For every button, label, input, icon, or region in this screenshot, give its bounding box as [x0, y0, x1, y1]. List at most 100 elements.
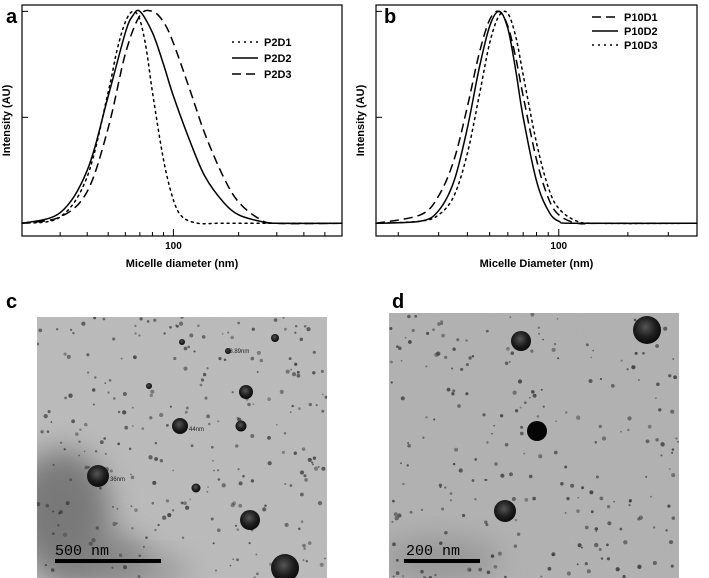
small-particle	[183, 346, 188, 351]
small-particle	[672, 358, 675, 360]
small-particle	[180, 317, 184, 319]
small-particle	[660, 454, 663, 457]
small-particle	[255, 553, 258, 556]
small-particle	[242, 474, 245, 478]
small-particle	[294, 331, 297, 334]
small-particle	[308, 402, 312, 407]
small-particle	[64, 396, 68, 400]
small-particle	[402, 575, 405, 578]
measurement-annotation: 36nm	[110, 477, 125, 483]
small-particle	[138, 554, 142, 558]
legend-entry: P2D1	[264, 37, 292, 49]
small-particle	[181, 536, 185, 539]
small-particle	[420, 508, 424, 512]
small-particle	[71, 419, 75, 424]
particle	[239, 385, 253, 399]
small-particle	[69, 478, 73, 482]
small-particle	[300, 520, 304, 523]
small-particle	[180, 501, 184, 505]
small-particle	[566, 571, 571, 576]
small-particle	[454, 447, 459, 452]
x-axis-title: Micelle diameter (nm)	[126, 258, 239, 270]
small-particle	[434, 573, 437, 577]
small-particle	[252, 403, 255, 406]
small-particle	[91, 388, 96, 392]
small-particle	[433, 418, 436, 421]
small-particle	[392, 575, 395, 578]
small-particle	[397, 346, 402, 351]
small-particle	[237, 468, 240, 471]
series-line-p10d2	[375, 10, 698, 225]
small-particle	[55, 327, 59, 331]
small-particle	[139, 317, 143, 321]
small-particle	[400, 359, 403, 362]
small-particle	[94, 450, 98, 453]
small-particle	[485, 479, 488, 481]
small-particle	[152, 480, 157, 485]
small-particle	[411, 328, 415, 333]
small-particle	[585, 343, 589, 347]
small-particle	[47, 410, 51, 414]
small-particle	[294, 324, 298, 328]
small-particle	[302, 559, 305, 561]
small-particle	[570, 483, 575, 488]
small-particle	[658, 408, 662, 412]
small-particle	[402, 482, 405, 486]
small-particle	[652, 526, 656, 529]
small-particle	[465, 392, 469, 396]
small-particle	[45, 503, 50, 508]
small-particles-d	[389, 313, 679, 578]
small-particle	[471, 355, 475, 358]
small-particle	[133, 355, 137, 360]
small-particle	[404, 336, 407, 339]
small-particle	[306, 327, 311, 332]
small-particle	[652, 560, 657, 566]
small-particle	[499, 414, 504, 418]
small-particle	[86, 353, 90, 357]
panel-label-c: c	[6, 291, 17, 313]
small-particle	[586, 569, 591, 574]
small-particle	[145, 536, 148, 539]
small-particle	[577, 496, 580, 499]
small-particle	[422, 436, 425, 439]
small-particle	[63, 448, 66, 451]
small-particle	[606, 557, 610, 561]
small-particle	[204, 396, 208, 400]
small-particle	[248, 542, 251, 545]
small-particle	[43, 413, 48, 419]
small-particle	[200, 378, 205, 382]
scale-bar-d	[404, 559, 480, 563]
small-particle	[131, 527, 134, 530]
small-particle	[500, 473, 505, 478]
chart-b: 100 Micelle Diameter (nm) Intensity (AU) P1…	[355, 4, 698, 270]
small-particle	[458, 468, 463, 473]
particle	[172, 418, 188, 434]
legend-entry: P10D2	[624, 26, 658, 38]
small-particle	[103, 437, 107, 440]
small-particle	[490, 554, 495, 558]
small-particle	[637, 564, 642, 569]
small-particle	[508, 360, 511, 363]
particle	[633, 316, 661, 344]
small-particle	[446, 387, 451, 392]
small-particle	[169, 405, 172, 408]
small-particle	[99, 440, 104, 445]
small-particle	[154, 457, 159, 461]
small-particle	[420, 569, 424, 574]
small-particle	[436, 351, 441, 356]
small-particle	[590, 356, 593, 359]
small-particle	[104, 452, 107, 455]
small-particle	[300, 492, 304, 497]
small-particle	[184, 505, 190, 510]
small-particle	[601, 436, 607, 441]
small-particle	[281, 450, 285, 454]
small-particle	[284, 482, 287, 486]
small-particle	[547, 566, 552, 571]
particle	[494, 500, 516, 522]
small-particle	[462, 513, 466, 518]
small-particle	[645, 475, 648, 478]
small-particle	[213, 469, 215, 472]
small-particle	[531, 390, 535, 394]
small-particle	[116, 522, 118, 525]
